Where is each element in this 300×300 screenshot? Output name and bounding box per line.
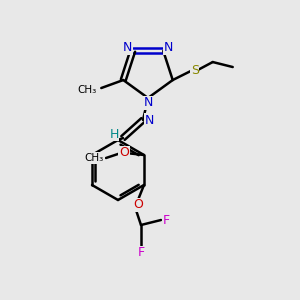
Text: H: H xyxy=(109,128,119,140)
Text: N: N xyxy=(143,97,153,110)
Text: CH₃: CH₃ xyxy=(77,85,96,95)
Text: F: F xyxy=(137,247,145,260)
Text: O: O xyxy=(119,146,129,160)
Text: CH₃: CH₃ xyxy=(85,153,104,163)
Text: N: N xyxy=(123,41,132,55)
Text: N: N xyxy=(164,41,173,55)
Text: S: S xyxy=(191,64,199,76)
Text: O: O xyxy=(133,199,143,212)
Text: N: N xyxy=(144,113,154,127)
Text: F: F xyxy=(162,214,169,226)
